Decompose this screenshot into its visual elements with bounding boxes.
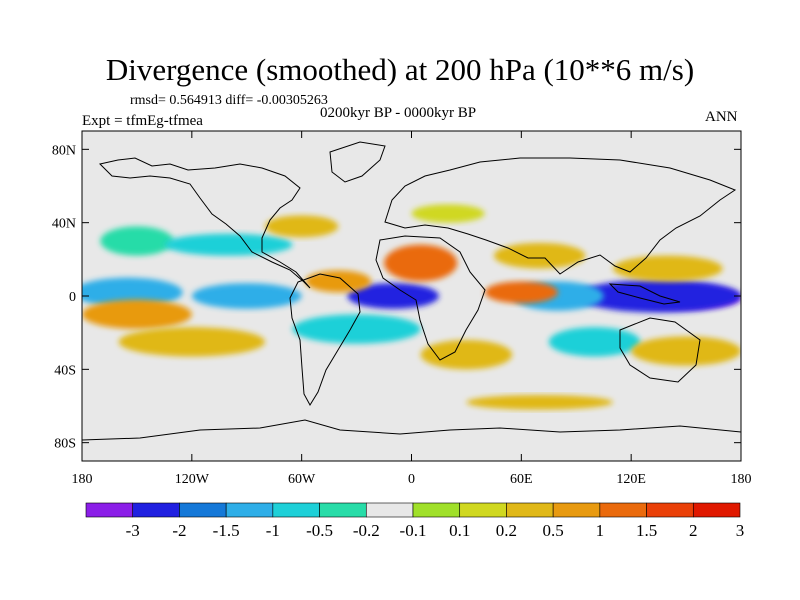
colorbar-label-10: 1 [596, 521, 605, 540]
anomaly-blob-2 [576, 279, 741, 313]
coast-australia [619, 317, 701, 383]
anomaly-blob-6 [82, 299, 192, 330]
coast-north-america [99, 157, 311, 289]
anomaly-field [82, 204, 741, 410]
coast-greenland [329, 141, 386, 183]
anomaly-blob-8 [384, 244, 458, 282]
x-tick-label-1: 120W [175, 472, 210, 487]
colorbar-swatch-8 [459, 502, 507, 518]
stats-line: rmsd= 0.564913 diff= -0.00305263 [130, 93, 328, 108]
y-tick-label-2: 0 [69, 290, 76, 305]
colorbar-label-13: 3 [736, 521, 745, 540]
y-tick-label-3: 40S [54, 363, 76, 378]
colorbar-swatch-2 [179, 502, 227, 518]
chart-title: Divergence (smoothed) at 200 hPa (10**6 … [105, 52, 695, 87]
x-tick-label-2: 60W [288, 472, 316, 487]
anomaly-blob-20 [411, 204, 485, 223]
colorbar-label-5: -0.2 [353, 521, 380, 540]
coast-antarctica [82, 419, 741, 441]
colorbar-label-2: -1.5 [213, 521, 240, 540]
colorbar-label-7: 0.1 [449, 521, 470, 540]
colorbar-swatch-13 [692, 502, 741, 518]
anomaly-blob-16 [118, 327, 266, 357]
colorbar-swatch-5 [319, 502, 367, 518]
coast-south-america [289, 273, 361, 406]
y-tick-label-4: 80S [54, 437, 76, 452]
anomaly-blob-15 [548, 327, 641, 357]
anomaly-blob-10 [493, 242, 586, 269]
colorbar-swatch-7 [412, 502, 461, 518]
anomaly-blob-19 [265, 215, 339, 238]
x-tick-label-4: 60E [510, 472, 533, 487]
colorbar-label-8: 0.2 [496, 521, 517, 540]
anomaly-blob-14 [292, 314, 421, 344]
coastlines [82, 141, 741, 441]
anomaly-blob-13 [164, 233, 293, 256]
colorbar-swatch-11 [599, 502, 647, 518]
colorbar-swatch-1 [132, 502, 180, 518]
colorbar-swatch-10 [552, 502, 601, 518]
season-label: ANN [705, 109, 738, 125]
anomaly-blob-12 [100, 226, 174, 256]
colorbar-swatch-6 [365, 502, 414, 518]
colorbar-swatch-3 [225, 502, 274, 518]
colorbar-swatch-0 [85, 502, 134, 518]
coast-eurasia [384, 157, 737, 275]
colorbar-swatch-4 [272, 502, 320, 518]
colorbar-label-9: 0.5 [543, 521, 564, 540]
colorbar-label-11: 1.5 [636, 521, 657, 540]
colorbar-label-3: -1 [266, 521, 280, 540]
y-tick-label-1: 40N [52, 217, 76, 232]
anomaly-blob-11 [612, 255, 723, 282]
colorbar-label-4: -0.5 [306, 521, 333, 540]
x-tick-label-6: 180 [731, 472, 752, 487]
colorbar-label-1: -2 [172, 521, 186, 540]
period-label: 0200kyr BP - 0000kyr BP [320, 105, 477, 121]
colorbar-label-12: 2 [689, 521, 698, 540]
anomaly-blob-9 [484, 281, 558, 304]
coast-indonesia [608, 283, 681, 305]
experiment-label: Expt = tfmEg-tfmea [82, 113, 203, 129]
x-axis: 180 120W 60W 0 60E 120E 180 [72, 131, 752, 487]
anomaly-blob-7 [305, 270, 372, 293]
colorbar-swatch-9 [506, 502, 554, 518]
x-tick-label-5: 120E [616, 472, 646, 487]
y-tick-label-0: 80N [52, 143, 76, 158]
anomaly-blob-17 [631, 336, 741, 366]
anomaly-blob-18 [420, 340, 513, 370]
anomaly-blob-21 [466, 395, 613, 410]
colorbar: -3 -2 -1.5 -1 -0.5 -0.2 -0.1 0.1 0.2 0.5 1 1.5 2 3 [85, 502, 745, 540]
colorbar-label-6: -0.1 [400, 521, 427, 540]
y-axis: 80N 40N 0 40S 80S [52, 143, 741, 452]
x-tick-label-0: 180 [72, 472, 93, 487]
anomaly-blob-4 [191, 283, 302, 309]
anomaly-blob-3 [82, 277, 183, 307]
colorbar-swatch-12 [646, 502, 694, 518]
x-tick-label-3: 0 [408, 472, 415, 487]
colorbar-label-0: -3 [126, 521, 140, 540]
coast-africa [375, 235, 486, 361]
